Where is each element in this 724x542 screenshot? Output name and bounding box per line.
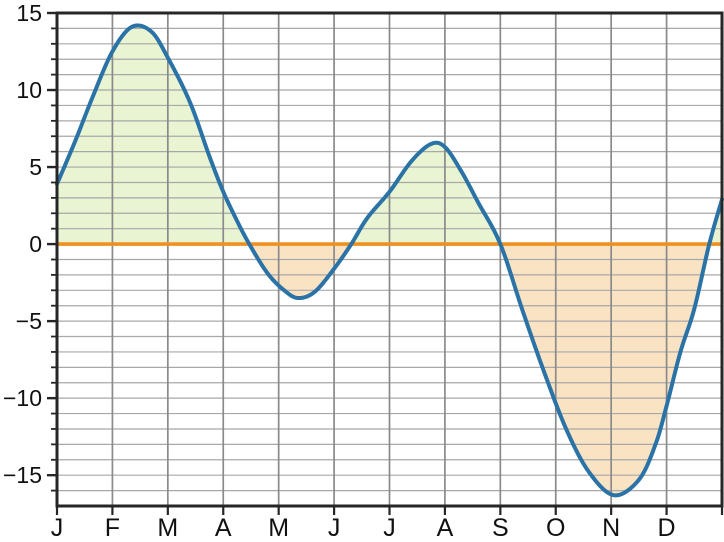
x-tick-label-month: N bbox=[602, 514, 620, 542]
x-tick-label-month: S bbox=[492, 514, 509, 542]
x-tick-label-month: J bbox=[383, 514, 396, 542]
y-tick-label: 5 bbox=[29, 154, 42, 180]
y-tick-label: 15 bbox=[16, 0, 42, 26]
y-tick-label: 10 bbox=[16, 77, 42, 103]
positive-area-fill bbox=[351, 142, 501, 245]
curve-seasonal-curve bbox=[55, 23, 724, 498]
y-tick-label: −10 bbox=[3, 385, 42, 411]
x-tick-label-month: F bbox=[105, 514, 120, 542]
positive-area-fill bbox=[57, 25, 250, 245]
x-tick-label-month: M bbox=[157, 514, 178, 542]
y-tick-label: −15 bbox=[3, 462, 42, 488]
negative-area-fill bbox=[249, 244, 352, 299]
x-tick-label-month: J bbox=[51, 514, 64, 542]
x-tick-label-month: J bbox=[328, 514, 341, 542]
x-tick-label-month: D bbox=[658, 514, 676, 542]
y-tick-label: −5 bbox=[16, 308, 42, 334]
y-tick-label: 0 bbox=[29, 231, 42, 257]
x-tick-label-month: O bbox=[546, 514, 565, 542]
x-tick-label-month: A bbox=[215, 514, 232, 542]
x-tick-label-month: M bbox=[268, 514, 289, 542]
x-tick-label-month: A bbox=[437, 514, 454, 542]
negative-area-fill bbox=[500, 244, 710, 496]
